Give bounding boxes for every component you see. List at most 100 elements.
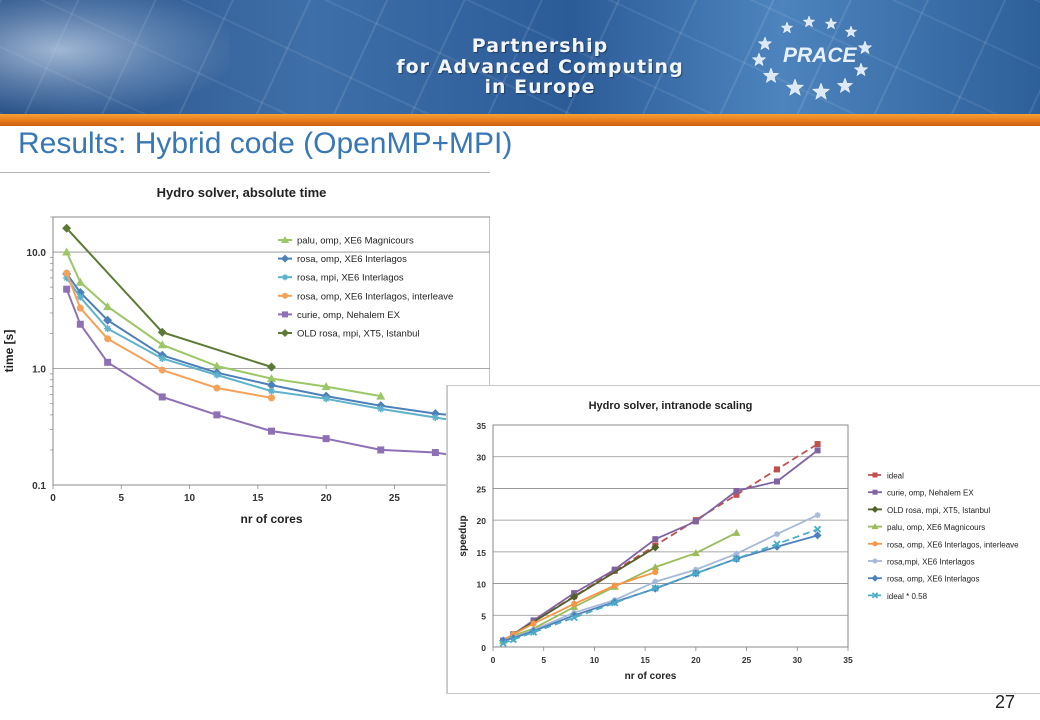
data-point: [104, 358, 112, 366]
y-tick-label: 1.0: [32, 365, 46, 376]
data-point: [213, 384, 221, 392]
data-point: [692, 569, 700, 578]
x-axis-label: nr of cores: [625, 671, 677, 682]
data-point: [814, 512, 821, 519]
data-point: [571, 600, 578, 607]
data-point: [158, 393, 166, 401]
data-point: [75, 287, 85, 297]
data-point: [322, 395, 330, 403]
legend: palu, omp, XE6 Magnicours rosa, omp, XE6 …: [278, 236, 453, 340]
chart-title: Hydro solver, absolute time: [157, 185, 327, 200]
x-tick-label: 5: [119, 493, 125, 504]
series-5: [62, 223, 276, 372]
legend-marker: [282, 292, 288, 299]
data-point: [377, 405, 385, 413]
data-point: [509, 634, 518, 643]
logo-star-icon-1: [780, 21, 794, 34]
legend-label: rosa, omp, XE6 Interlagos, interleave: [887, 540, 1019, 549]
x-tick-label: 15: [640, 655, 650, 665]
series-line: [502, 531, 737, 642]
prace-logo-text: PRACE: [783, 44, 858, 67]
data-point: [267, 362, 276, 372]
data-point: [651, 584, 659, 592]
data-point: [611, 566, 618, 573]
data-point: [570, 592, 579, 601]
legend-marker: [282, 274, 288, 281]
series-7: [499, 525, 822, 647]
x-tick-label: 20: [321, 493, 333, 504]
data-point: [774, 531, 780, 538]
y-axis-label: time [s]: [2, 330, 16, 373]
series-line: [502, 534, 818, 642]
data-point: [76, 320, 84, 328]
data-point: [652, 578, 659, 585]
logo-star-icon-10: [762, 67, 780, 84]
data-point: [611, 599, 619, 607]
x-tick-label: 10: [590, 655, 600, 665]
logo-star-icon-2: [802, 15, 816, 28]
x-tick-label: 35: [843, 655, 853, 665]
legend-marker: [281, 254, 289, 263]
legend-label: curie, omp, Nehalem EX: [887, 489, 974, 498]
legend-marker: [281, 329, 289, 337]
data-point: [774, 478, 780, 485]
legend-marker: [281, 236, 289, 243]
data-point: [691, 549, 700, 557]
data-point: [104, 335, 112, 343]
y-tick-label: 20: [477, 516, 487, 526]
logo-star-icon-5: [857, 40, 873, 55]
x-tick-label: 0: [50, 493, 56, 504]
data-point: [75, 277, 85, 286]
data-point: [692, 518, 699, 525]
data-point: [103, 302, 113, 311]
data-point: [63, 274, 71, 282]
y-tick-label: 10.0: [27, 248, 47, 259]
legend-marker: [872, 489, 878, 495]
banner-photo: [0, 0, 230, 114]
data-point: [499, 639, 507, 647]
legend-label: rosa, omp, XE6 Interlagos, interleave: [297, 291, 453, 302]
x-tick-label: 30: [793, 655, 803, 665]
data-point: [431, 413, 439, 421]
legend-label: OLD rosa, mpi, XT5, Istanbul: [297, 329, 420, 340]
legend-marker: [871, 574, 879, 582]
series-line: [502, 528, 818, 645]
data-point: [530, 617, 537, 624]
data-point: [529, 628, 538, 636]
partnership-text-line-2: for Advanced Computing: [396, 56, 684, 78]
partnership-text-line-3: in Europe: [484, 76, 596, 98]
intranode-scaling-chart: 0 5 10 15 20 25 30 35 0 5 10 15 20 25 30 35 Hydro solver…: [458, 400, 1019, 682]
legend-marker: [282, 311, 288, 318]
x-tick-label: 0: [491, 655, 496, 665]
data-point: [213, 371, 221, 379]
data-point: [76, 304, 84, 312]
absolute-time-chart-panel: 0.1 1.0 10.0 0 5 10 15 20 25 30 Hydro solver, abso…: [0, 172, 495, 540]
data-point: [103, 315, 113, 325]
data-point: [813, 531, 822, 540]
data-point: [267, 380, 276, 390]
data-point: [213, 411, 221, 419]
data-point: [732, 555, 741, 563]
page-title: Results: Hybrid code (OpenMP+MPI): [18, 127, 513, 160]
data-point: [158, 366, 166, 374]
data-point: [157, 340, 167, 349]
chart-title: Hydro solver, intranode scaling: [589, 400, 753, 412]
data-point: [267, 374, 276, 383]
data-point: [652, 569, 659, 576]
data-point: [814, 447, 821, 454]
data-point: [733, 491, 740, 498]
data-point: [268, 427, 275, 435]
legend-label: rosa, omp, XE6 Interlagos: [297, 254, 407, 265]
y-tick-label: 30: [477, 453, 487, 463]
data-point: [212, 361, 222, 370]
data-point: [63, 285, 71, 293]
x-tick-label: 20: [691, 655, 701, 665]
intranode-scaling-chart-panel: 0 5 10 15 20 25 30 35 0 5 10 15 20 25 30 35 Hydro solver…: [447, 385, 1040, 694]
series-line: [65, 251, 381, 398]
data-point: [651, 563, 660, 571]
y-tick-label: 15: [477, 548, 487, 558]
legend-marker: [871, 592, 879, 599]
y-tick-label: 5: [481, 611, 486, 621]
legend-label: palu, omp, XE6 Magnicours: [297, 236, 414, 247]
legend-marker: [871, 505, 879, 513]
